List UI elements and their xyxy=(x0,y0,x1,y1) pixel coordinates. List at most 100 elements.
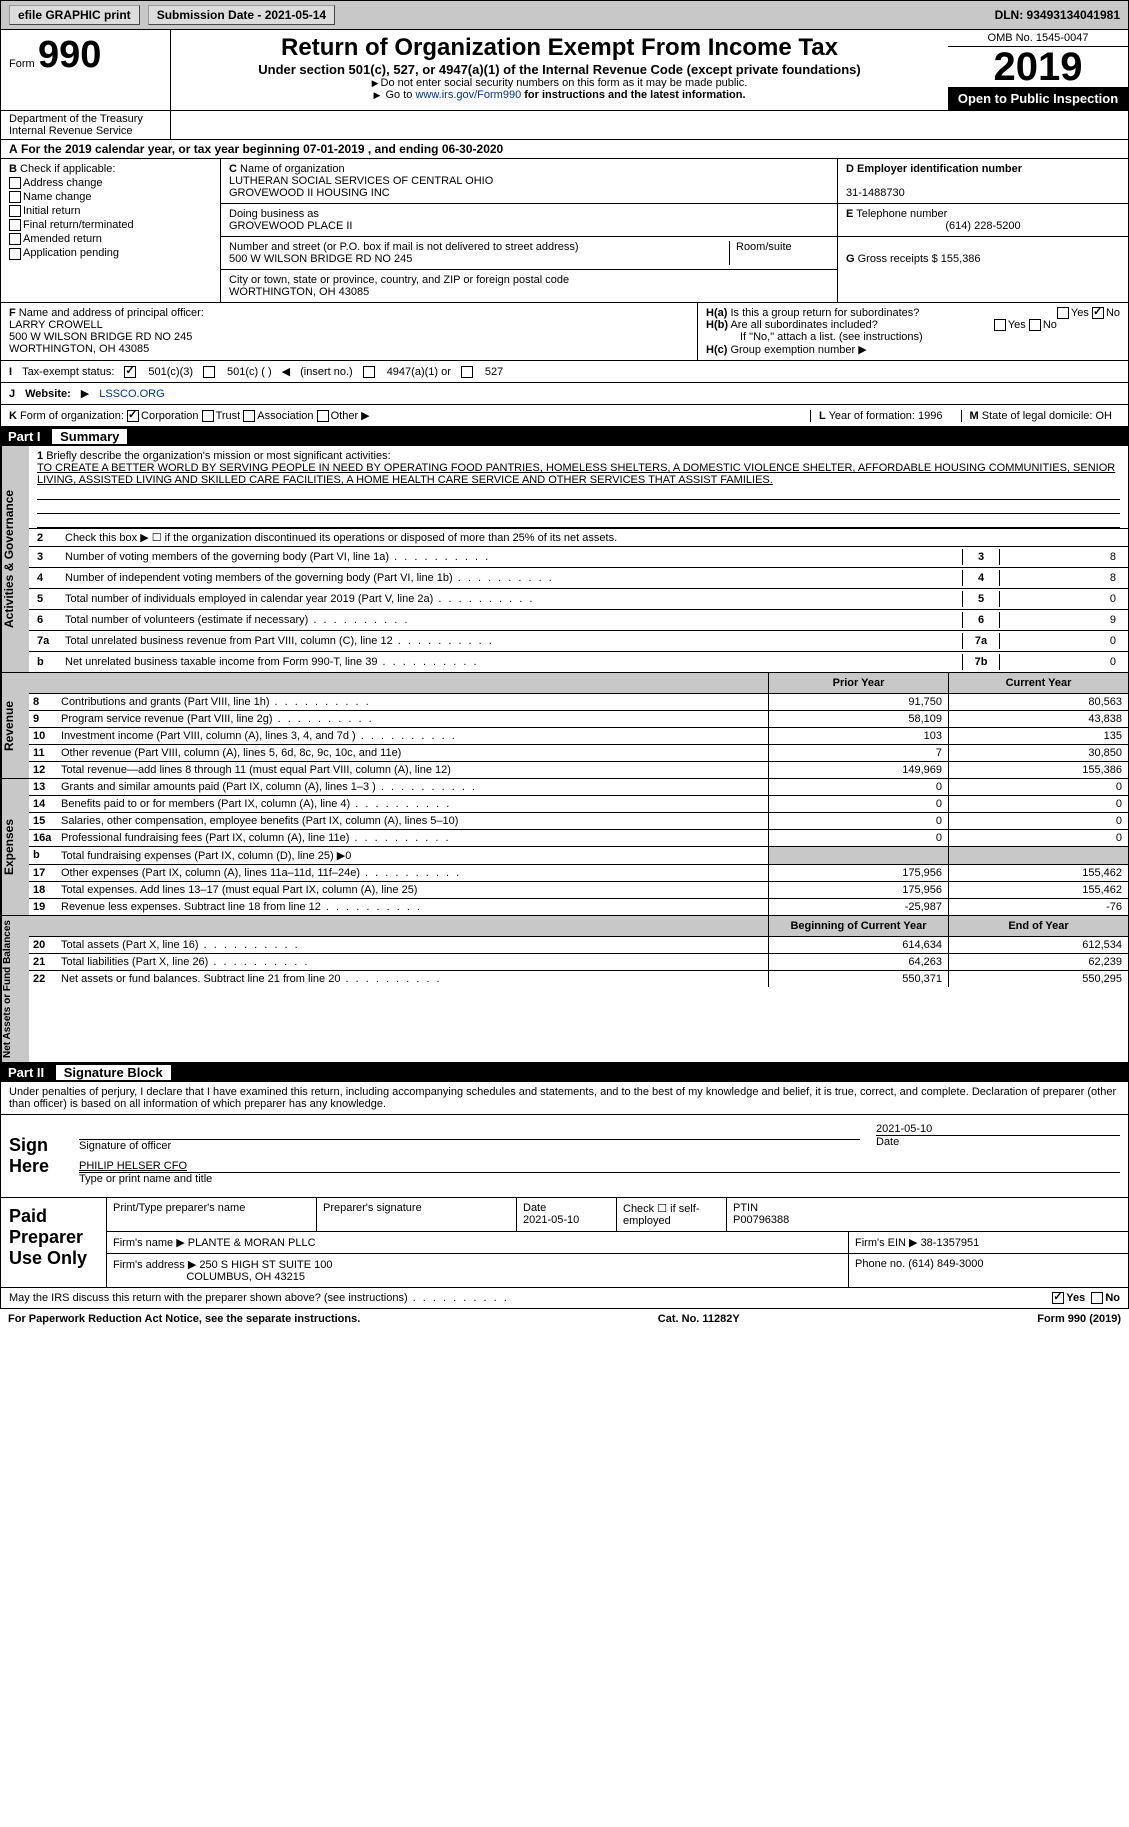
sig-date-val: 2021-05-10 xyxy=(876,1123,1120,1135)
website-link[interactable]: LSSCO.ORG xyxy=(99,388,164,400)
blank3 xyxy=(37,514,1120,528)
sign-here-label: Sign Here xyxy=(1,1115,71,1197)
dept-label: Department of the Treasury xyxy=(9,113,162,125)
blank2 xyxy=(37,500,1120,514)
amended-return[interactable]: Amended return xyxy=(9,233,212,245)
rev-header: Prior Year Current Year xyxy=(29,673,1128,694)
line14: 14Benefits paid to or for members (Part … xyxy=(29,796,1128,813)
paid-preparer: Paid Preparer Use Only Print/Type prepar… xyxy=(0,1198,1129,1288)
org-name-cell: C Name of organization LUTHERAN SOCIAL S… xyxy=(221,159,837,204)
name-change[interactable]: Name change xyxy=(9,191,212,203)
box-h: H(a) Is this a group return for subordin… xyxy=(698,303,1128,360)
footer-mid: Cat. No. 11282Y xyxy=(360,1313,1037,1325)
declaration: Under penalties of perjury, I declare th… xyxy=(0,1082,1129,1115)
org-name-label: Name of organization xyxy=(240,163,345,175)
other-check[interactable] xyxy=(317,410,329,422)
a1-check[interactable] xyxy=(363,366,375,378)
line3: 3Number of voting members of the governi… xyxy=(29,546,1128,567)
net-header: Beginning of Current Year End of Year xyxy=(29,916,1128,937)
irs-link[interactable]: www.irs.gov/Form990 xyxy=(415,89,521,101)
public-inspection: Open to Public Inspection xyxy=(948,87,1128,110)
city-val: WORTHINGTON, OH 43085 xyxy=(229,286,369,298)
line17: 17Other expenses (Part IX, column (A), l… xyxy=(29,865,1128,882)
addr-cell: Number and street (or P.O. box if mail i… xyxy=(221,237,837,270)
line9: 9Program service revenue (Part VIII, lin… xyxy=(29,711,1128,728)
part2-title: Signature Block xyxy=(56,1065,171,1080)
part2-header: Part II Signature Block xyxy=(0,1063,1129,1082)
footer-right: Form 990 (2019) xyxy=(1037,1313,1121,1325)
officer-name-title: PHILIP HELSER CFO xyxy=(79,1160,187,1172)
expenses-section: Expenses 13Grants and similar amounts pa… xyxy=(0,779,1129,916)
box-b: B Check if applicable: Address change Na… xyxy=(1,159,221,302)
submission-button[interactable]: Submission Date - 2021-05-14 xyxy=(148,5,335,25)
blank1 xyxy=(37,486,1120,500)
discuss-no[interactable] xyxy=(1091,1292,1103,1304)
phone-cell: E Telephone number (614) 228-5200 xyxy=(838,204,1128,237)
check-label: Check if applicable: xyxy=(20,163,115,175)
revenue-section: Revenue Prior Year Current Year 8Contrib… xyxy=(0,673,1129,779)
website-label: Website: xyxy=(25,388,71,400)
officer-addr2: WORTHINGTON, OH 43085 xyxy=(9,343,149,355)
line18: 18Total expenses. Add lines 13–17 (must … xyxy=(29,882,1128,899)
c3-check[interactable] xyxy=(124,366,136,378)
form-title: Return of Organization Exempt From Incom… xyxy=(179,34,940,62)
activities-section: Activities & Governance 1 Briefly descri… xyxy=(0,446,1129,673)
ha-text: Is this a group return for subordinates? xyxy=(730,307,919,319)
line21: 21Total liabilities (Part X, line 26)64,… xyxy=(29,954,1128,971)
website-row: J Website: ▶ LSSCO.ORG xyxy=(0,383,1129,405)
end-year-hdr: End of Year xyxy=(948,916,1128,936)
formorg-label: Form of organization: xyxy=(20,410,124,422)
line5: 5Total number of individuals employed in… xyxy=(29,588,1128,609)
assoc-check[interactable] xyxy=(243,410,255,422)
h-note: If "No," attach a list. (see instruction… xyxy=(706,331,1120,343)
period-text: For the 2019 calendar year, or tax year … xyxy=(21,142,503,156)
paid-prep-label: Paid Preparer Use Only xyxy=(1,1198,106,1287)
trust-check[interactable] xyxy=(202,410,214,422)
line11: 11Other revenue (Part VIII, column (A), … xyxy=(29,745,1128,762)
footer-left: For Paperwork Reduction Act Notice, see … xyxy=(8,1313,360,1325)
line22: 22Net assets or fund balances. Subtract … xyxy=(29,971,1128,987)
type-name-label: Type or print name and title xyxy=(79,1173,212,1185)
corp-check[interactable] xyxy=(127,410,139,422)
main-grid: B Check if applicable: Address change Na… xyxy=(0,159,1129,303)
initial-return[interactable]: Initial return xyxy=(9,205,212,217)
line16a: 16aProfessional fundraising fees (Part I… xyxy=(29,830,1128,847)
form-990: 990 xyxy=(38,34,101,76)
final-return[interactable]: Final return/terminated xyxy=(9,219,212,231)
sig-officer-label: Signature of officer xyxy=(79,1140,171,1152)
app-pending[interactable]: Application pending xyxy=(9,247,212,259)
efile-button[interactable]: efile GRAPHIC print xyxy=(9,5,140,25)
gross-val: 155,386 xyxy=(941,253,981,265)
city-cell: City or town, state or province, country… xyxy=(221,270,837,302)
vert-netassets: Net Assets or Fund Balances xyxy=(1,916,29,1062)
line20: 20Total assets (Part X, line 16)614,6346… xyxy=(29,937,1128,954)
mission-label: Briefly describe the organization's miss… xyxy=(46,450,390,462)
note2-post: for instructions and the latest informat… xyxy=(524,89,745,101)
part1-title: Summary xyxy=(52,429,127,444)
c-check[interactable] xyxy=(203,366,215,378)
top-bar: efile GRAPHIC print Submission Date - 20… xyxy=(0,0,1129,30)
self-emp: Check ☐ if self-employed xyxy=(616,1198,726,1231)
527-check[interactable] xyxy=(461,366,473,378)
gross-cell: G Gross receipts $ 155,386 xyxy=(838,237,1128,269)
discuss-yes[interactable] xyxy=(1052,1292,1064,1304)
line16b: bTotal fundraising expenses (Part IX, co… xyxy=(29,847,1128,865)
officer-label: Name and address of principal officer: xyxy=(19,307,204,319)
addr-change[interactable]: Address change xyxy=(9,177,212,189)
line7b: bNet unrelated business taxable income f… xyxy=(29,651,1128,672)
sig-date-label: Date xyxy=(876,1136,899,1148)
org-name1: LUTHERAN SOCIAL SERVICES OF CENTRAL OHIO xyxy=(229,175,493,187)
formorg-row: K Form of organization: Corporation Trus… xyxy=(0,405,1129,427)
header-row: Form 990 Return of Organization Exempt F… xyxy=(0,30,1129,111)
hc-text: Group exemption number xyxy=(730,344,855,356)
note-link: Go to www.irs.gov/Form990 for instructio… xyxy=(179,89,940,101)
period-row: A For the 2019 calendar year, or tax yea… xyxy=(0,140,1129,159)
line13: 13Grants and similar amounts paid (Part … xyxy=(29,779,1128,796)
form-label: Form xyxy=(9,58,35,70)
note2-pre: Go to xyxy=(385,89,415,101)
irs-label: Internal Revenue Service xyxy=(9,125,162,137)
phone-val: (614) 228-5200 xyxy=(846,220,1120,232)
sign-here: Sign Here Signature of officer 2021-05-1… xyxy=(0,1115,1129,1198)
vert-revenue: Revenue xyxy=(1,673,29,778)
dba-label: Doing business as xyxy=(229,208,319,220)
